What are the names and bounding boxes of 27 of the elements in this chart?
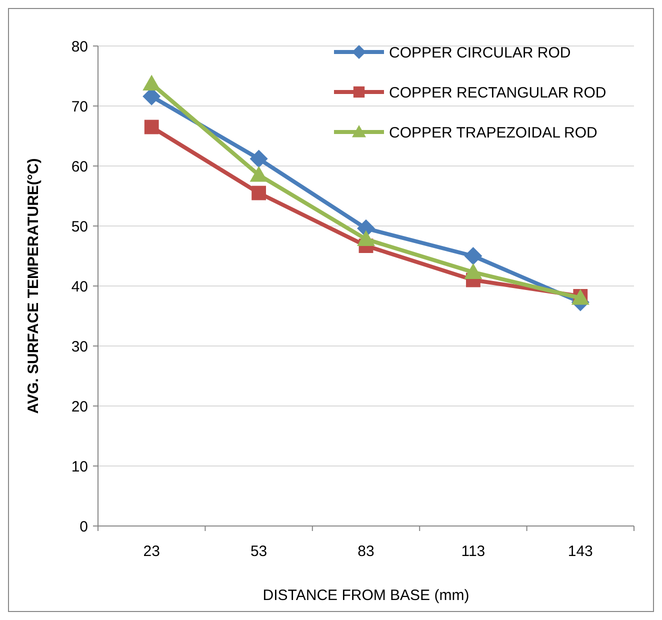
y-tick-label: 70 — [71, 98, 88, 116]
y-tick-label: 0 — [80, 518, 88, 536]
y-tick-label: 40 — [71, 278, 88, 296]
x-axis-title: DISTANCE FROM BASE (mm) — [262, 587, 470, 604]
y-tick-label: 10 — [71, 458, 88, 476]
point — [252, 186, 266, 200]
point — [144, 120, 159, 134]
y-axis-title: AVG. SURFACE TEMPERATURE(°C) — [25, 158, 42, 414]
y-tick-label: 80 — [71, 38, 88, 56]
y-tick-label: 20 — [71, 398, 88, 416]
point — [464, 263, 482, 279]
x-tick-label: 143 — [568, 543, 593, 560]
point — [464, 247, 482, 265]
legend-label: COPPER RECTANGULAR ROD — [389, 84, 606, 102]
point — [250, 150, 268, 168]
y-tick-label: 50 — [71, 218, 88, 236]
x-tick-label: 83 — [358, 543, 374, 560]
point — [357, 230, 375, 246]
legend-label: COPPER TRAPEZOIDAL ROD — [389, 124, 598, 142]
x-tick-label: 53 — [250, 543, 268, 560]
x-tick-label: 113 — [461, 543, 486, 560]
legend-label: COPPER CIRCULAR ROD — [389, 44, 571, 62]
y-tick-label: 30 — [71, 338, 88, 356]
point — [142, 74, 161, 91]
y-tick-label: 60 — [71, 158, 88, 176]
x-tick-label: 23 — [143, 543, 160, 560]
point — [250, 166, 268, 182]
